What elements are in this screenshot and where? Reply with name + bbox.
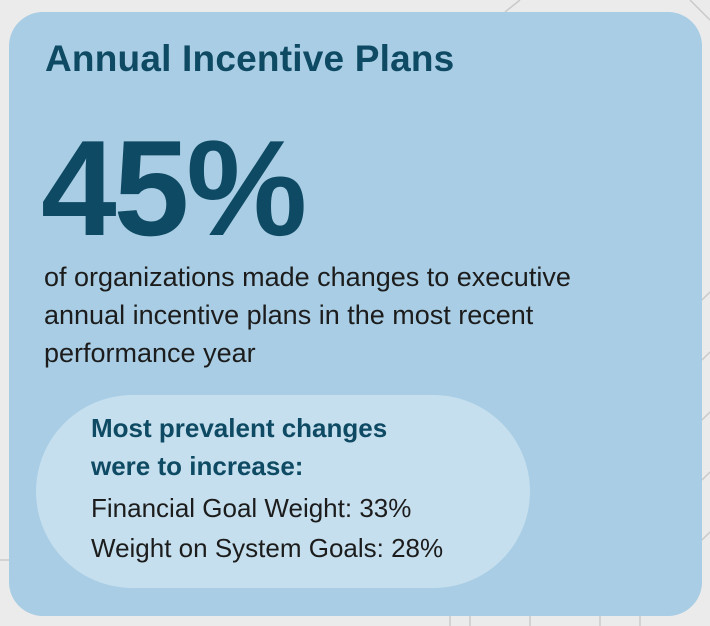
stat-percentage: 45% bbox=[41, 112, 307, 264]
change-item-system-goals-weight: Weight on System Goals: 28% bbox=[91, 533, 444, 563]
annual-incentive-card: Annual Incentive Plans 45% of organizati… bbox=[9, 12, 702, 616]
heading-line-1: Most prevalent changes bbox=[91, 413, 388, 443]
heading-line-2: were to increase: bbox=[91, 451, 304, 481]
change-item-financial-goal-weight: Financial Goal Weight: 33% bbox=[91, 493, 412, 523]
prevalent-changes-heading: Most prevalent changes were to increase: bbox=[91, 409, 471, 485]
prevalent-changes-box: Most prevalent changes were to increase:… bbox=[36, 395, 530, 588]
stat-description: of organizations made changes to executi… bbox=[44, 262, 571, 368]
prevalent-changes-list: Financial Goal Weight: 33% Weight on Sys… bbox=[91, 488, 443, 568]
card-title: Annual Incentive Plans bbox=[45, 38, 455, 79]
